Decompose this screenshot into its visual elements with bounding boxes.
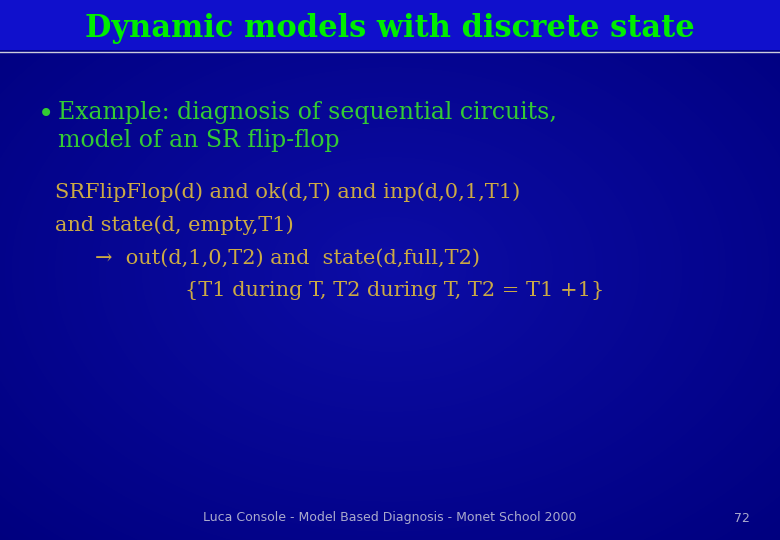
Text: {T1 during T, T2 during T, T2 = T1 +1}: {T1 during T, T2 during T, T2 = T1 +1}: [185, 280, 604, 300]
Text: •: •: [38, 102, 55, 129]
Text: Example: diagnosis of sequential circuits,: Example: diagnosis of sequential circuit…: [58, 100, 557, 124]
Text: Luca Console - Model Based Diagnosis - Monet School 2000: Luca Console - Model Based Diagnosis - M…: [204, 511, 576, 524]
Text: 72: 72: [734, 511, 750, 524]
Text: model of an SR flip-flop: model of an SR flip-flop: [58, 129, 339, 152]
Text: →  out(d,1,0,T2) and  state(d,full,T2): → out(d,1,0,T2) and state(d,full,T2): [95, 248, 480, 267]
Text: and state(d, empty,T1): and state(d, empty,T1): [55, 215, 294, 235]
Text: SRFlipFlop(d) and ok(d,T) and inp(d,0,1,T1): SRFlipFlop(d) and ok(d,T) and inp(d,0,1,…: [55, 182, 520, 202]
Bar: [0, 0, 780, 50]
Text: Dynamic models with discrete state: Dynamic models with discrete state: [85, 12, 695, 44]
